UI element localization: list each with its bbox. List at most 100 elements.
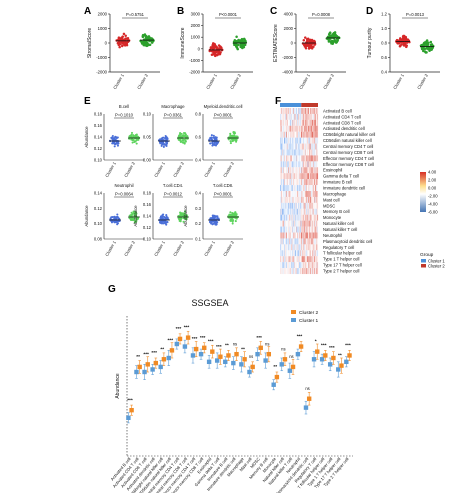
heatmap-cell (281, 108, 283, 114)
heatmap-cell (309, 131, 310, 138)
heatmap-cell (282, 131, 284, 138)
heatmap-cell (304, 173, 305, 180)
heatmap-cell (287, 173, 289, 180)
significance-label: ** (338, 353, 342, 359)
heatmap-cell (308, 244, 310, 251)
heatmap-cell (285, 232, 287, 239)
heatmap-cell (294, 208, 296, 215)
heatmap-cell (300, 262, 302, 269)
heatmap-cell (287, 108, 289, 114)
heatmap-cell (280, 131, 282, 138)
heatmap-cell (315, 179, 316, 186)
data-point (116, 144, 120, 147)
heatmap-cell (293, 208, 295, 215)
heatmap-cell (288, 161, 290, 168)
heatmap-cell (307, 113, 309, 120)
heatmap-cell (310, 143, 312, 150)
heatmap-cell (317, 208, 319, 215)
heatmap-cell (315, 155, 317, 162)
heatmap-cell (314, 202, 316, 209)
heatmap-cell (300, 167, 301, 174)
heatmap-cell (299, 108, 301, 114)
heatmap-cell (311, 179, 313, 186)
heatmap-cell (297, 226, 299, 233)
heatmap-cell (311, 161, 313, 168)
heatmap-cell (295, 161, 296, 168)
heatmap-cell (288, 137, 290, 144)
significance-label: *** (216, 344, 222, 350)
heatmap-cell (299, 256, 301, 263)
heatmap-cell (299, 244, 301, 251)
heatmap-cell (297, 244, 299, 251)
heatmap-cell (284, 131, 285, 138)
heatmap-cell (309, 125, 310, 132)
heatmap-cell (311, 119, 312, 126)
heatmap-cell (316, 185, 318, 192)
heatmap-cell (312, 238, 314, 245)
heatmap-cell (295, 149, 297, 156)
heatmap-cell (302, 202, 304, 209)
significance-label: *** (143, 351, 149, 357)
heatmap-cell (309, 191, 310, 197)
mean-marker-cluster2 (306, 396, 312, 401)
mean-marker-cluster2 (282, 357, 288, 362)
heatmap-cell (315, 167, 316, 174)
heatmap-cell (301, 149, 303, 156)
heatmap-cell (302, 244, 304, 251)
heatmap-cell (313, 125, 314, 132)
heatmap-cell (289, 208, 291, 215)
heatmap-cell (307, 137, 309, 144)
heatmap-cell (315, 226, 317, 233)
heatmap-cell (288, 238, 290, 245)
heatmap-cell (303, 256, 305, 263)
heatmap-cell (292, 191, 294, 197)
heatmap-cell (312, 220, 314, 227)
heatmap-cell (284, 143, 285, 150)
mean-marker-cluster2 (153, 360, 159, 366)
heatmap-cell (284, 161, 286, 168)
heatmap-cell (282, 250, 283, 257)
significance-label: *** (256, 335, 262, 341)
data-point (212, 143, 215, 146)
heatmap-cell (302, 196, 304, 203)
mean-marker-cluster1 (182, 344, 188, 349)
heatmap-cell (283, 256, 285, 263)
y-tick-label: 2000 (191, 23, 201, 28)
heatmap-cell (296, 173, 298, 180)
heatmap-cell (284, 108, 286, 114)
heatmap-cell (315, 125, 316, 132)
heatmap-cell (304, 214, 305, 221)
data-point (229, 219, 232, 222)
heatmap-cell (304, 125, 306, 132)
heatmap-cell (293, 196, 294, 203)
heatmap-cell (292, 149, 294, 156)
heatmap-cell (291, 238, 293, 245)
heatmap-cell (291, 131, 293, 138)
heatmap-cell (300, 131, 301, 138)
data-point (402, 34, 405, 38)
heatmap-cell (296, 119, 298, 126)
mean-marker-cluster1 (231, 360, 236, 366)
heatmap-cell (311, 155, 313, 162)
significance-label: *** (127, 397, 133, 403)
significance-label: *** (184, 325, 190, 331)
data-point (182, 220, 185, 223)
heatmap-cell (292, 208, 294, 215)
heatmap-cell (291, 208, 292, 215)
heatmap-cell (293, 196, 295, 203)
heatmap-cell (297, 149, 299, 156)
heatmap-cell (305, 131, 307, 138)
p-value: P<0.0001 (214, 192, 233, 197)
heatmap-cell (309, 268, 311, 275)
heatmap-cell (314, 173, 316, 180)
heatmap-cell (302, 256, 304, 263)
data-point (312, 45, 315, 49)
p-value: P=0.0064 (115, 192, 134, 197)
heatmap-cell (290, 196, 292, 203)
heatmap-cell (295, 214, 296, 221)
heatmap-cell (301, 262, 303, 269)
heatmap-cell (298, 108, 300, 114)
heatmap-cell (301, 131, 303, 138)
heatmap-cell (296, 226, 298, 233)
